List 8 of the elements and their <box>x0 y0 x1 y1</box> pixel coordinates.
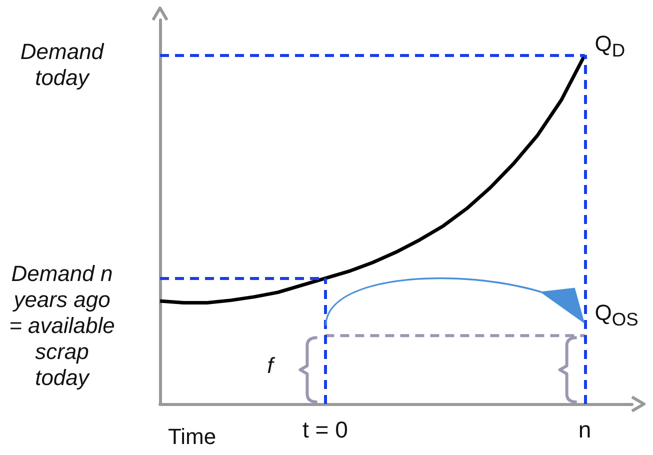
annotation: Q$_{OS}$ <box>594 300 640 332</box>
ref-line-label: Demand today <box>19 38 106 91</box>
x-tick-label: t = 0 <box>302 416 348 442</box>
ref-line-label: Demand n years ago = available scrap today <box>8 261 116 392</box>
x-axis-title: Time <box>168 424 218 450</box>
x-tick-label: n <box>578 416 592 442</box>
annotation: Q$_{D}$ <box>594 30 626 62</box>
annotation: f <box>266 352 276 379</box>
